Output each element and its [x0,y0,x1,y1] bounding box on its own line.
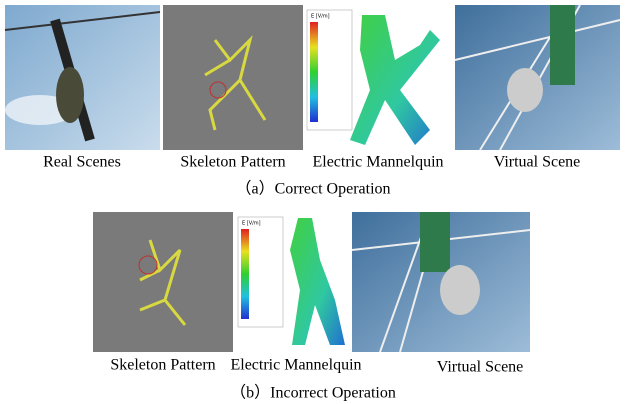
figure: E [V/m] Real Scenes Skeleton Pattern Ele… [0,0,626,404]
caption: （b）Incorrect Operation [230,384,396,402]
skeleton-image [163,5,303,150]
image-label: Electric Mannelquin [230,357,361,374]
skeleton-image [93,212,233,352]
legend-title: E [V/m] [311,14,330,20]
virtual-scene-image [352,212,530,352]
image-label: Real Scenes [43,154,121,171]
caption: （a）Correct Operation [235,180,390,198]
electric-mannequin-image: E [V/m] [238,217,345,345]
image-label: Virtual Scene [437,359,524,376]
image-label: Electric Mannelquin [312,154,443,171]
real-scene-image [5,5,160,150]
electric-mannequin-image: E [V/m] [307,10,440,145]
virtual-scene-image [455,5,620,150]
image-label: Virtual Scene [494,154,581,171]
legend-title: E [V/m] [242,221,261,227]
image-label: Skeleton Pattern [180,154,285,171]
image-label: Skeleton Pattern [110,357,215,374]
